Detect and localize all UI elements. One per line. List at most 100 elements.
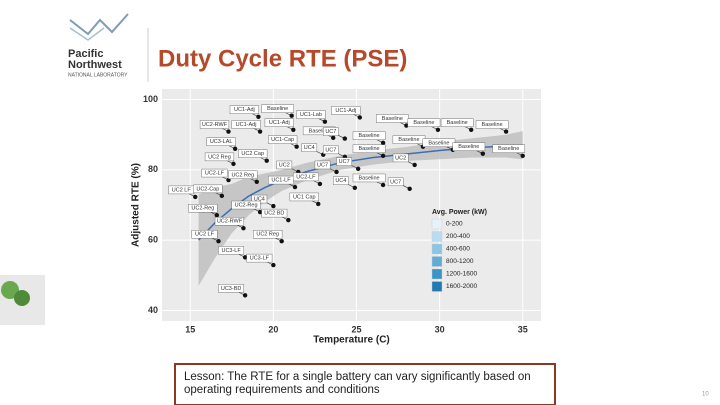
point-label-box <box>201 168 228 178</box>
point-label: Baseline <box>309 128 330 134</box>
data-point <box>226 129 231 134</box>
lesson-text: operating requirements and conditions <box>184 384 380 396</box>
point-label: UC2-RWF <box>217 219 243 225</box>
data-point <box>193 194 198 200</box>
point-label: UC1 Cap <box>293 194 316 200</box>
point-label: Baseline <box>398 137 419 143</box>
data-point <box>331 135 336 141</box>
data-point <box>435 127 441 132</box>
point-label-box <box>238 149 268 158</box>
point-label-box <box>407 118 441 127</box>
point-label-box <box>268 135 298 144</box>
data-point <box>334 169 339 175</box>
data-point <box>241 226 246 231</box>
point-label-box <box>352 173 386 183</box>
data-point <box>279 239 284 244</box>
point-label: Baseline <box>359 175 380 181</box>
point-label: UC2 Cap <box>241 151 264 157</box>
data-point <box>503 129 509 134</box>
point-label: Baseline <box>498 146 519 152</box>
y-tick-label: 80 <box>148 164 158 174</box>
point-label-box <box>314 160 331 170</box>
point-label: UC3-LAL <box>210 139 233 145</box>
legend-label: 800-1200 <box>446 258 474 265</box>
point-label: UC2-Reg <box>191 206 214 212</box>
point-label-box <box>218 246 245 255</box>
data-point <box>286 217 291 223</box>
x-axis-label: Temperature (C) <box>313 335 390 346</box>
point-label-box <box>336 157 352 166</box>
point-label: Baseline <box>428 140 449 146</box>
chart: 15 20 25 30 35 40 60 80 100 Temperature (C) Adjust… <box>131 89 541 346</box>
legend-swatch <box>431 218 443 230</box>
data-point <box>407 186 412 192</box>
point-label: Baseline <box>382 116 403 122</box>
point-label: Baseline <box>447 120 468 126</box>
data-point <box>232 146 238 151</box>
point-label: UC4 <box>254 197 265 203</box>
data-point <box>342 136 348 141</box>
point-label-box <box>293 172 319 182</box>
data-point <box>404 123 409 128</box>
legend-label: 400-600 <box>446 246 470 253</box>
logo-mark <box>69 13 129 36</box>
point-label-box <box>323 127 339 136</box>
data-point <box>316 201 321 207</box>
point-label-box <box>218 284 245 293</box>
point-label: UC2-RWF <box>202 122 228 128</box>
legend-title: Avg. Power (kW) <box>432 209 487 216</box>
org-name: Northwest <box>68 59 122 71</box>
point-label: UC1-Adj <box>269 120 290 126</box>
point-label: UC2 Reg <box>256 232 279 238</box>
data-point <box>257 129 263 134</box>
point-label-box <box>387 177 404 187</box>
point-label: UC7 <box>339 159 350 165</box>
point-label-box <box>440 118 474 127</box>
point-label-box <box>392 153 409 163</box>
point-label: UC1-LF <box>271 178 291 184</box>
point-label: Baseline <box>458 144 479 150</box>
data-point <box>254 179 259 184</box>
point-label-box <box>296 110 326 119</box>
point-label-box <box>276 160 293 170</box>
point-label-box <box>261 208 288 218</box>
point-label-box <box>261 104 294 113</box>
data-point <box>468 127 474 132</box>
org-name: Pacific <box>68 48 103 60</box>
point-label: Baseline <box>359 133 380 139</box>
point-label: UC2 LF <box>195 232 215 238</box>
point-label: UC2-Reg <box>235 202 258 208</box>
point-label-box <box>206 137 236 146</box>
data-point <box>219 193 225 199</box>
point-label-box <box>253 230 283 239</box>
point-label-box <box>352 144 386 153</box>
point-label-box <box>193 184 223 194</box>
data-point <box>214 212 220 218</box>
point-label-box <box>301 143 318 152</box>
point-label: UC7 <box>325 129 336 135</box>
legend-swatch <box>431 231 443 242</box>
point-label-box <box>264 118 294 127</box>
point-label: UC3-LF <box>221 248 241 254</box>
legend-label: 0-200 <box>446 221 463 228</box>
data-point <box>231 161 236 167</box>
legend-swatch <box>431 256 443 267</box>
legend-label: 200-400 <box>446 233 470 240</box>
x-tick-label: 20 <box>268 324 278 334</box>
point-label: UC4 <box>335 178 346 184</box>
point-label-box <box>352 131 386 140</box>
point-label-box <box>333 176 349 185</box>
legend-swatch <box>431 243 443 255</box>
point-label-box <box>204 152 235 162</box>
data-point <box>520 153 525 158</box>
data-point <box>380 140 386 145</box>
page-number: 10 <box>702 392 709 398</box>
x-tick-label: 35 <box>518 324 528 334</box>
data-point <box>412 162 417 168</box>
data-point <box>271 262 276 268</box>
point-label-box <box>231 200 261 210</box>
point-label-box <box>229 105 260 114</box>
data-point <box>289 113 294 118</box>
